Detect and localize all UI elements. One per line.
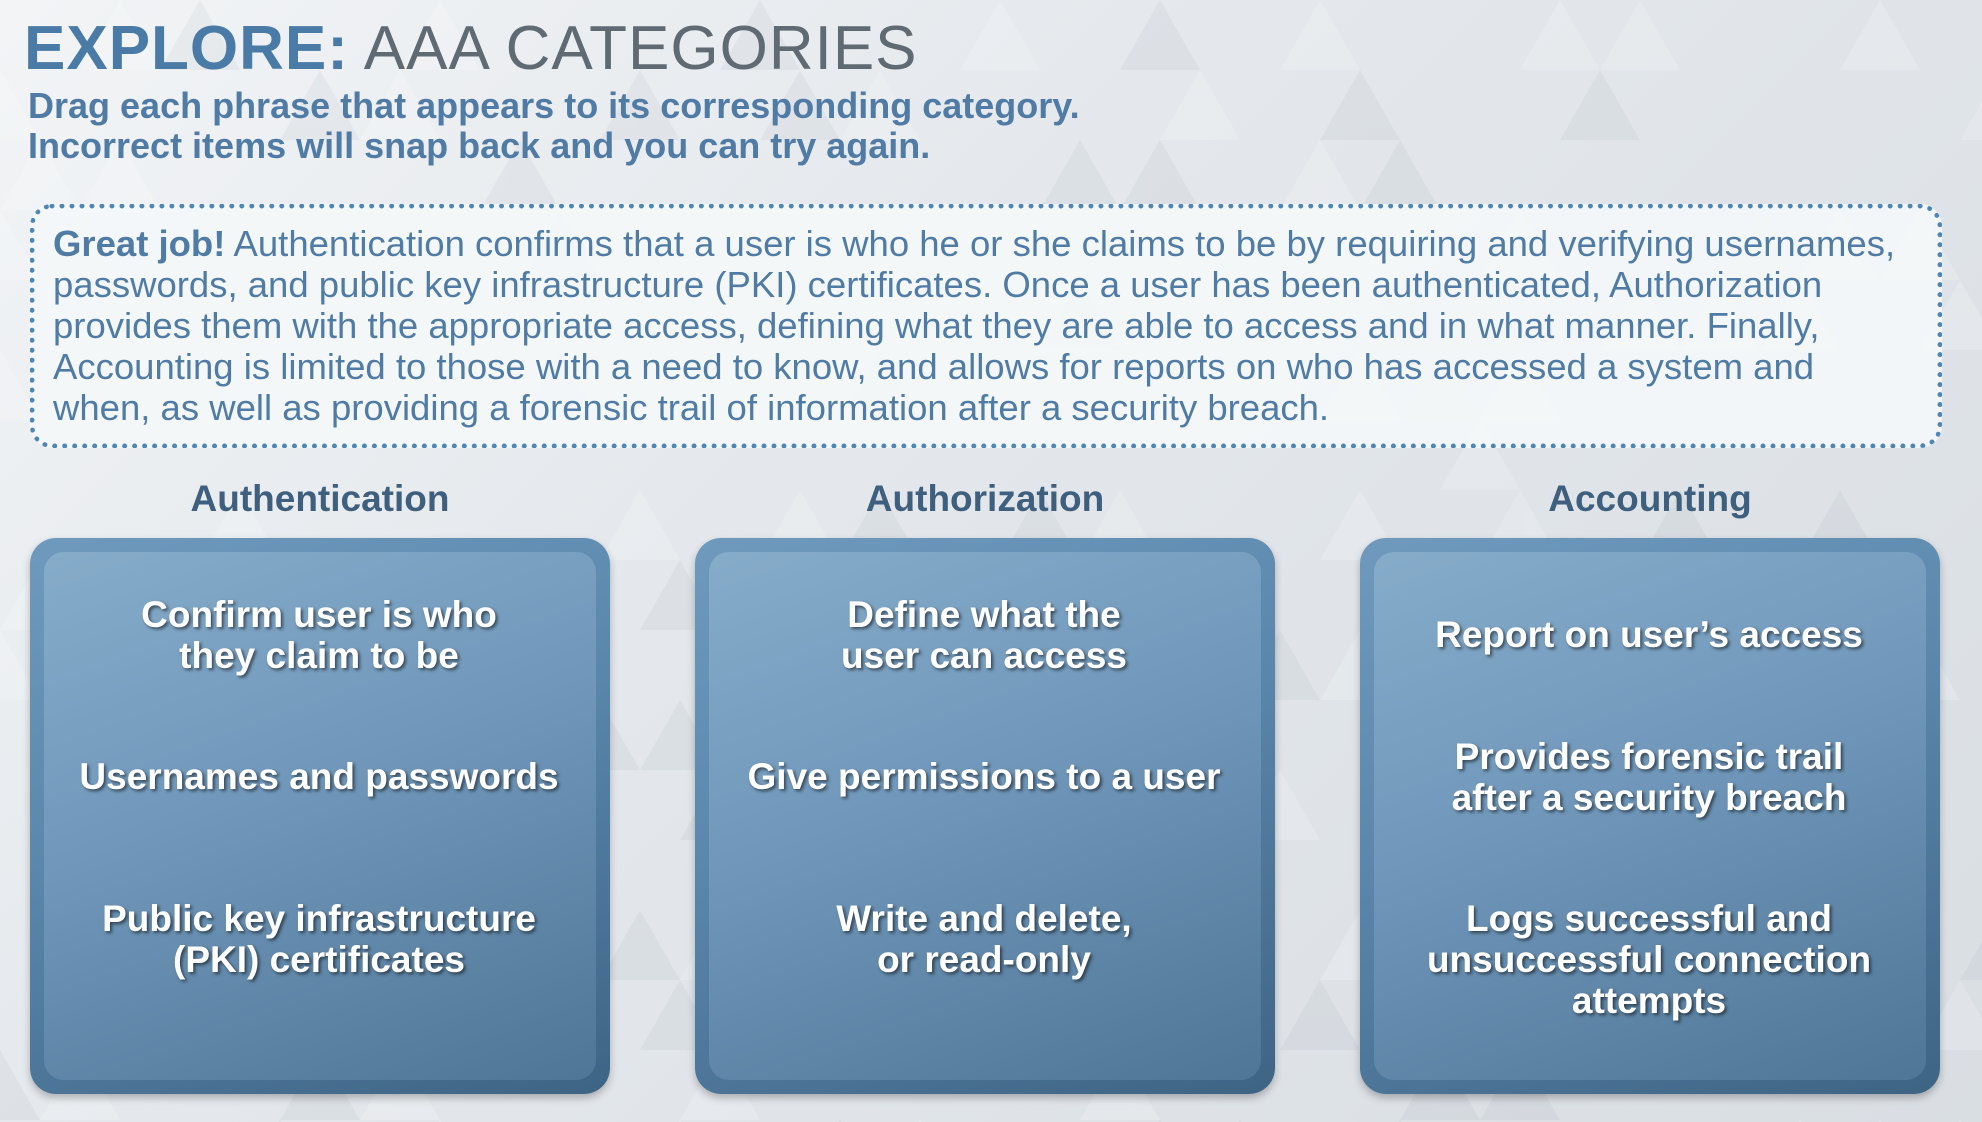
- drop-zone-authentication[interactable]: Confirm user is who they claim to be Use…: [30, 538, 610, 1094]
- drag-item-line: Usernames and passwords: [79, 756, 559, 797]
- drag-item-line: attempts: [1571, 980, 1727, 1021]
- background-triangle: [0, 140, 80, 210]
- background-triangle: [80, 140, 160, 210]
- background-triangle: [1280, 980, 1360, 1050]
- background-triangle: [360, 70, 440, 140]
- drag-item-report-access[interactable]: Report on user’s access: [1384, 614, 1914, 655]
- background-triangle: [1360, 140, 1440, 210]
- page-title-main: AAA CATEGORIES: [363, 14, 918, 83]
- drag-item-confirm-user[interactable]: Confirm user is who they claim to be: [54, 594, 584, 676]
- background-triangle: [0, 1050, 40, 1120]
- background-triangle: [1520, 0, 1600, 70]
- drop-zone-inner: Confirm user is who they claim to be Use…: [44, 552, 596, 1080]
- background-triangle: [1960, 941, 1982, 980]
- drop-zone-accounting[interactable]: Report on user’s access Provides forensi…: [1360, 538, 1940, 1094]
- background-triangle: [600, 70, 680, 140]
- background-triangle: [1120, 140, 1200, 210]
- instructions: Drag each phrase that appears to its cor…: [28, 86, 1428, 166]
- background-triangle: [0, 70, 40, 140]
- background-triangle: [1120, 0, 1200, 70]
- background-triangle: [1440, 420, 1520, 490]
- background-triangle: [1040, 140, 1120, 210]
- background-triangle: [80, 0, 160, 70]
- drag-item-line: Provides forensic trail: [1454, 736, 1844, 777]
- category-heading-authentication: Authentication: [190, 478, 450, 519]
- drag-item-line: user can access: [841, 635, 1127, 676]
- drag-item-line: Write and delete,: [836, 898, 1132, 939]
- background-triangle: [1280, 0, 1360, 70]
- background-triangle: [840, 70, 920, 140]
- drag-item-line: (PKI) certificates: [173, 939, 465, 980]
- instructions-line-2: Incorrect items will snap back and you c…: [28, 125, 931, 166]
- drag-item-line: Give permissions to a user: [747, 756, 1221, 797]
- drop-zone-authorization[interactable]: Define what the user can access Give per…: [695, 538, 1275, 1094]
- background-triangle: [1600, 0, 1680, 70]
- drop-zone-inner: Report on user’s access Provides forensi…: [1374, 552, 1926, 1080]
- feedback-lead: Great job!: [53, 223, 226, 264]
- drag-item-line: Confirm user is who: [141, 594, 497, 635]
- drag-item-line: Define what the: [847, 594, 1121, 635]
- feedback-box: Great job! Authentication confirms that …: [30, 204, 1942, 448]
- background-triangle: [280, 70, 360, 140]
- drag-item-line: Logs successful and: [1466, 898, 1832, 939]
- background-triangle: [600, 910, 680, 980]
- background-triangle: [1960, 101, 1982, 140]
- background-triangle: [1560, 70, 1640, 140]
- background-triangle: [400, 0, 480, 70]
- background-triangle: [1160, 70, 1240, 140]
- instructions-line-1: Drag each phrase that appears to its cor…: [28, 85, 1080, 126]
- page-title: EXPLORE: AAA CATEGORIES: [24, 14, 1224, 84]
- background-triangle: [760, 70, 840, 140]
- drag-item-line: or read-only: [877, 939, 1091, 980]
- drag-item-line: Public key infrastructure: [102, 898, 536, 939]
- page-title-prefix: EXPLORE:: [24, 14, 349, 83]
- background-triangle: [1840, 0, 1920, 70]
- drag-item-line: after a security breach: [1451, 777, 1847, 818]
- category-heading-authorization: Authorization: [865, 478, 1105, 519]
- drag-item-define-access[interactable]: Define what the user can access: [719, 594, 1249, 676]
- drag-item-logs-connection-attempts[interactable]: Logs successful and unsuccessful connect…: [1384, 898, 1914, 1021]
- drag-item-forensic-trail[interactable]: Provides forensic trail after a security…: [1384, 736, 1914, 818]
- background-triangle: [600, 490, 680, 560]
- background-triangle: [720, 0, 800, 70]
- background-triangle: [480, 140, 560, 210]
- feedback-body: Authentication confirms that a user is w…: [53, 223, 1896, 428]
- background-triangle: [1280, 140, 1360, 210]
- drag-item-line: they claim to be: [179, 635, 459, 676]
- category-heading-accounting: Accounting: [1548, 478, 1752, 519]
- drag-item-write-delete-read-only[interactable]: Write and delete, or read-only: [719, 898, 1249, 980]
- drop-zone-inner: Define what the user can access Give per…: [709, 552, 1261, 1080]
- background-triangle: [1320, 70, 1400, 140]
- drag-item-usernames-passwords[interactable]: Usernames and passwords: [54, 756, 584, 797]
- drag-item-line: unsuccessful connection: [1426, 939, 1872, 980]
- drag-item-line: Report on user’s access: [1435, 614, 1863, 655]
- drag-item-pki-certificates[interactable]: Public key infrastructure (PKI) certific…: [54, 898, 584, 980]
- background-triangle: [960, 0, 1040, 70]
- background-triangle: [160, 0, 240, 70]
- drag-item-give-permissions[interactable]: Give permissions to a user: [719, 756, 1249, 797]
